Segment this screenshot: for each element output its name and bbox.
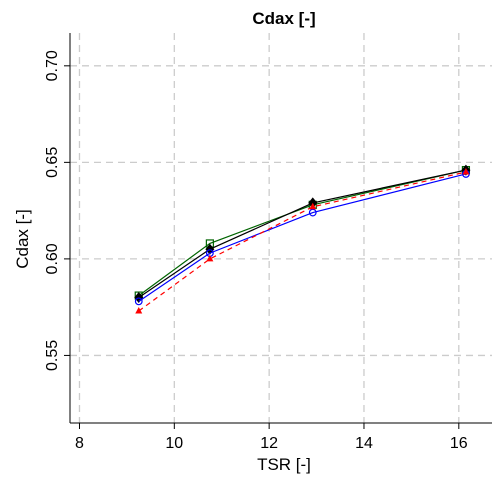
series-line xyxy=(138,173,467,302)
x-tick-label: 14 xyxy=(355,435,373,452)
y-tick-label: 0.55 xyxy=(44,340,61,371)
x-tick-label: 10 xyxy=(165,435,183,452)
x-tick-label: 16 xyxy=(450,435,468,452)
series-line xyxy=(138,169,467,298)
grid xyxy=(70,33,492,423)
x-tick-label: 8 xyxy=(75,435,84,452)
x-axis-title: TSR [-] xyxy=(257,455,311,474)
data-point xyxy=(135,307,143,314)
series-line xyxy=(138,169,467,297)
y-tick-label: 0.70 xyxy=(44,50,61,81)
axes: 8 10 12 14 16 0.55 0.60 0.65 0.70 xyxy=(44,33,492,452)
y-axis-title: Cdax [-] xyxy=(13,209,32,269)
data-point xyxy=(206,254,214,262)
data-point xyxy=(134,297,143,306)
series-layer xyxy=(134,164,471,314)
y-tick-label: 0.60 xyxy=(44,243,61,274)
data-point xyxy=(462,168,470,175)
chart-title: Cdax [-] xyxy=(252,9,315,28)
y-tick-label: 0.65 xyxy=(44,147,61,178)
series-line xyxy=(138,171,467,312)
x-tick-label: 12 xyxy=(260,435,278,452)
data-point xyxy=(309,202,317,210)
